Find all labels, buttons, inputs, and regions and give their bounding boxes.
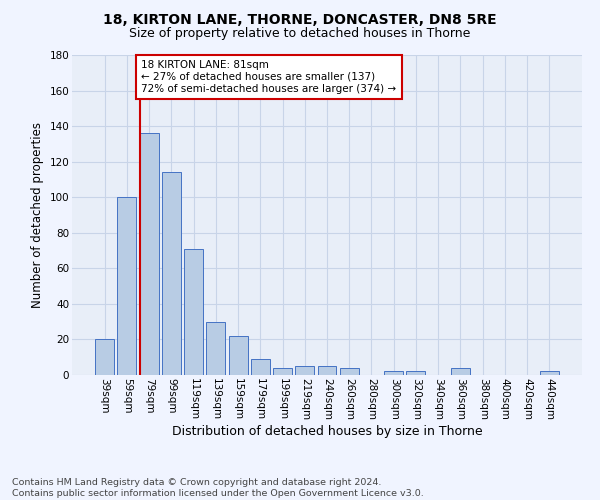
X-axis label: Distribution of detached houses by size in Thorne: Distribution of detached houses by size … — [172, 426, 482, 438]
Bar — [451, 368, 470, 375]
Bar — [162, 172, 181, 375]
Text: 18, KIRTON LANE, THORNE, DONCASTER, DN8 5RE: 18, KIRTON LANE, THORNE, DONCASTER, DN8 … — [103, 12, 497, 26]
Bar — [95, 340, 114, 375]
Bar — [540, 372, 559, 375]
Bar — [229, 336, 248, 375]
Bar — [406, 372, 425, 375]
Bar — [273, 368, 292, 375]
Bar — [317, 366, 337, 375]
Bar — [206, 322, 225, 375]
Text: Size of property relative to detached houses in Thorne: Size of property relative to detached ho… — [130, 28, 470, 40]
Bar — [340, 368, 359, 375]
Text: 18 KIRTON LANE: 81sqm
← 27% of detached houses are smaller (137)
72% of semi-det: 18 KIRTON LANE: 81sqm ← 27% of detached … — [142, 60, 397, 94]
Y-axis label: Number of detached properties: Number of detached properties — [31, 122, 44, 308]
Text: Contains HM Land Registry data © Crown copyright and database right 2024.
Contai: Contains HM Land Registry data © Crown c… — [12, 478, 424, 498]
Bar — [384, 372, 403, 375]
Bar — [251, 359, 270, 375]
Bar — [118, 197, 136, 375]
Bar — [184, 249, 203, 375]
Bar — [295, 366, 314, 375]
Bar — [140, 133, 158, 375]
